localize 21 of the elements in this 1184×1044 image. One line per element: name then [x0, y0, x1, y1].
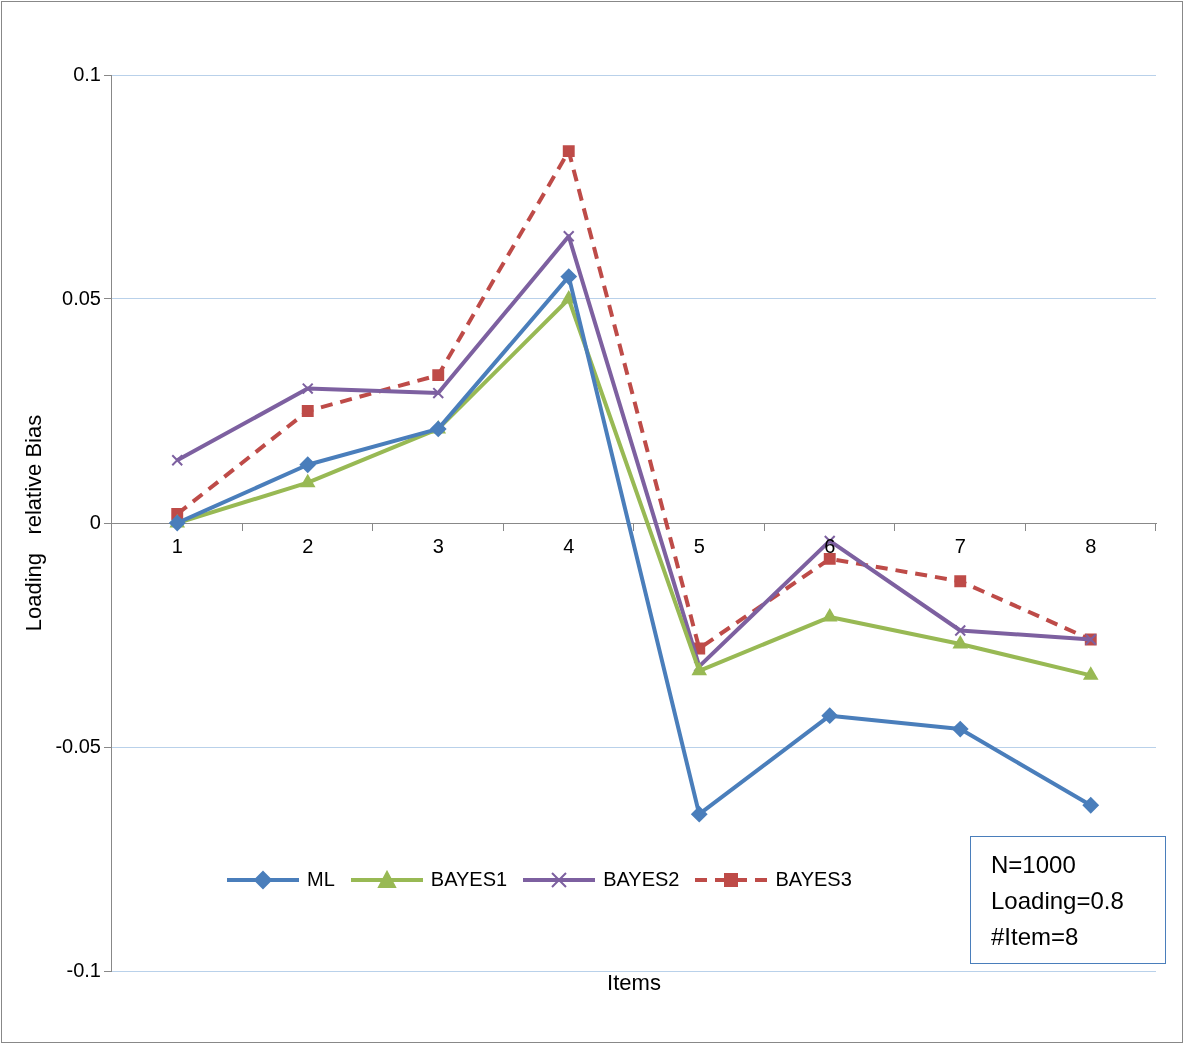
x-tick-label: 3	[432, 534, 444, 557]
x-tick-label: 5	[693, 534, 705, 557]
y-tick-label: 0.05	[62, 286, 101, 309]
annotation: #Item=8	[991, 922, 1080, 952]
legend-label: ML	[307, 868, 335, 891]
x-tick-label: 1	[171, 534, 183, 557]
annotation: N=1000	[991, 850, 1077, 880]
y-tick-label: 0.1	[73, 62, 101, 85]
x-tick-label: 8	[1085, 534, 1097, 557]
y-axis-title: Loading relative Bias	[21, 414, 47, 632]
y-tick-label: -0.1	[66, 958, 101, 981]
legend-label: BAYES2	[603, 868, 680, 891]
annotation: Loading=0.8	[991, 886, 1125, 916]
y-tick-label: 0	[89, 510, 101, 533]
x-tick-label: 2	[302, 534, 314, 557]
y-tick-label: -0.05	[55, 734, 101, 757]
x-tick-label: 4	[563, 534, 575, 557]
legend-label: BAYES1	[430, 868, 508, 891]
legend-label: BAYES3	[775, 868, 852, 891]
x-axis-title: Items	[607, 970, 661, 996]
x-tick-label: 7	[954, 534, 966, 557]
